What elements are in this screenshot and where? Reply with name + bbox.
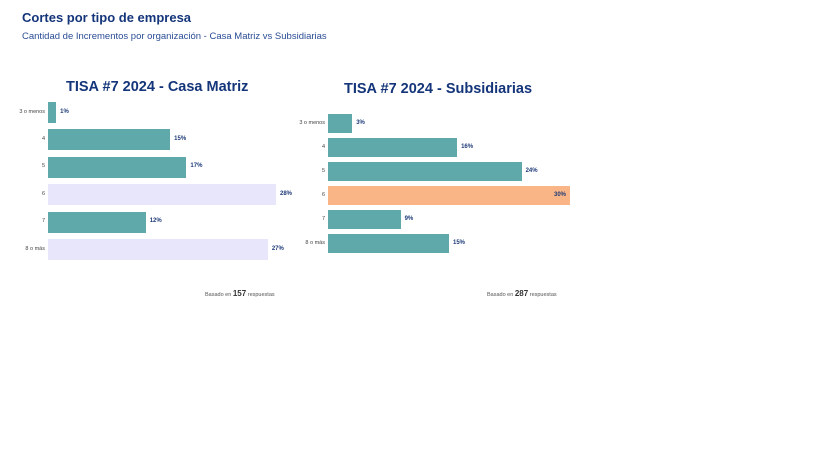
footnote-suffix: respuestas [247, 292, 275, 298]
category-label: 7 [41, 218, 45, 225]
bar [48, 211, 146, 233]
chart-title: TISA #7 2024 - Subsidiarias [344, 81, 533, 97]
footnote-prefix: Basado en [205, 292, 232, 298]
bar-value-label: 16% [461, 143, 474, 150]
bar [328, 114, 353, 133]
category-label: 6 [321, 191, 325, 198]
category-label: 3 o menos [19, 108, 45, 115]
bar-value-label: 15% [453, 239, 466, 246]
category-label: 8 o más [25, 245, 45, 252]
chart-title: TISA #7 2024 - Casa Matriz [66, 79, 249, 95]
response-count: 157 [232, 289, 247, 298]
bar [328, 186, 570, 205]
response-count: 287 [514, 289, 529, 298]
category-label: 3 o menos [299, 119, 325, 126]
chart-subsidiarias: TISA #7 2024 - Subsidiarias 3 o menos 3% 4 1… [299, 81, 570, 298]
bar-value-label: 15% [174, 135, 187, 142]
response-count-note: Basado en 157 respuestas [205, 289, 275, 298]
bar-value-label: 27% [271, 245, 284, 252]
chart-casa-matriz: TISA #7 2024 - Casa Matriz 3 o menos 1% 4 15… [0, 0, 400, 320]
bar-value-label: 9% [404, 215, 414, 222]
bar-value-label: 1% [60, 108, 69, 115]
category-label: 4 [41, 135, 45, 142]
bar [328, 162, 522, 181]
bar [48, 239, 268, 260]
page-subtitle: Cantidad de Incrementos por organización… [22, 31, 327, 42]
bar-value-label: 30% [554, 191, 567, 198]
category-label: 5 [41, 163, 45, 170]
response-count-note: Basado en 287 respuestas [487, 289, 557, 298]
bar [48, 184, 276, 206]
bar [328, 234, 449, 253]
bar-value-label: 28% [280, 190, 293, 197]
footnote-suffix: respuestas [529, 292, 557, 298]
category-label: 6 [41, 190, 45, 197]
bar [48, 102, 57, 123]
bar-value-label: 24% [525, 167, 538, 174]
bar-value-label: 12% [149, 218, 162, 225]
bar [48, 156, 187, 178]
bar-value-label: 17% [190, 163, 203, 170]
bar [48, 129, 171, 151]
page-title: Cortes por tipo de empresa [22, 10, 192, 25]
bar [328, 210, 401, 229]
category-label: 4 [321, 143, 325, 150]
bar [328, 138, 458, 157]
bar-value-label: 3% [356, 119, 365, 126]
category-label: 8 o más [305, 239, 325, 246]
category-label: 5 [321, 167, 325, 174]
footnote-prefix: Basado en [487, 292, 514, 298]
category-label: 7 [321, 215, 325, 222]
